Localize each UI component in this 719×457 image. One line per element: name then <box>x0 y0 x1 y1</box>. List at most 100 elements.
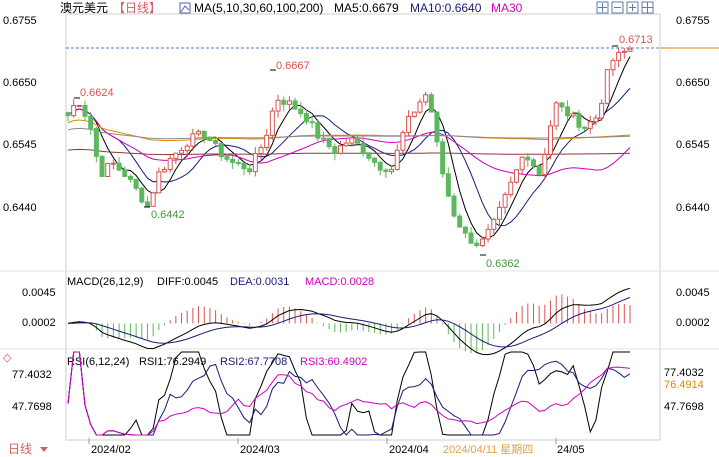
candle-body <box>621 50 627 53</box>
rsi3-value: RSI3:60.4902 <box>300 356 367 368</box>
candle <box>599 99 605 121</box>
candle-body <box>565 106 571 117</box>
candle <box>139 186 145 204</box>
macd-left-tick-1: 0.0002 <box>22 317 56 329</box>
candle <box>519 156 525 175</box>
candle-body <box>360 142 366 154</box>
candle <box>88 111 94 135</box>
x-label-2024-02: 2024/02 <box>91 444 131 456</box>
candle-body <box>309 121 315 124</box>
candle <box>548 120 554 160</box>
candle <box>360 136 366 157</box>
candle-body <box>423 94 429 103</box>
candle-body <box>616 51 622 62</box>
candle-body <box>167 158 173 171</box>
candle <box>230 155 236 169</box>
rsi1-value: RSI1:76.2949 <box>139 356 206 368</box>
toolbar <box>596 1 654 14</box>
grid-icon[interactable] <box>641 1 654 14</box>
macd-axis: 0.0045 0.0002 0.0045 0.0002 <box>22 287 710 329</box>
candle <box>479 236 485 248</box>
zoom-in-icon[interactable] <box>626 1 639 14</box>
candle <box>355 135 361 144</box>
macd-series <box>67 287 631 356</box>
candle <box>264 129 270 151</box>
candle <box>269 107 275 141</box>
candle-body <box>235 161 241 164</box>
candle <box>406 110 412 137</box>
zoom-out-icon[interactable] <box>611 1 624 14</box>
candle <box>241 162 247 176</box>
candle-body <box>508 181 514 196</box>
right-price-axis: 0.6755 0.6650 0.6545 0.6440 <box>676 15 710 214</box>
candle-body <box>599 102 605 119</box>
ma5-value: MA5:0.6679 <box>334 1 399 15</box>
candle-body <box>553 102 559 127</box>
candle <box>173 152 179 164</box>
candle <box>162 166 168 173</box>
candle-body <box>406 115 412 134</box>
candle <box>462 226 468 239</box>
candle-body <box>218 142 224 158</box>
candle <box>224 153 230 162</box>
x-label-2024-03: 2024/03 <box>240 444 280 456</box>
candle-body <box>337 145 343 154</box>
candle-body <box>116 162 122 171</box>
candle-body <box>491 218 497 230</box>
candle-body <box>383 169 389 173</box>
macd-dea-line <box>67 296 631 348</box>
candle-body <box>99 155 105 178</box>
candle-body <box>593 117 599 123</box>
candle-body <box>485 228 491 240</box>
candle-body <box>139 187 145 203</box>
ma100-line <box>67 127 631 140</box>
ma5-line <box>67 56 631 239</box>
left-price-axis: 0.6755 0.6650 0.6545 0.6440 <box>3 15 37 214</box>
candle <box>190 128 196 151</box>
candle <box>258 144 264 161</box>
ma200-line <box>67 148 631 156</box>
candle-body <box>122 169 128 177</box>
candle <box>366 152 372 161</box>
ma10-value: MA10:0.6640 <box>410 1 482 15</box>
candle <box>400 130 406 154</box>
period-dropdown-icon[interactable] <box>40 447 48 452</box>
candle-body <box>298 108 304 115</box>
rsi-series <box>67 351 631 436</box>
candle <box>417 98 423 114</box>
crosshair-icon[interactable] <box>596 1 609 14</box>
candle <box>616 47 622 68</box>
ma60-line <box>67 119 631 142</box>
candle-body <box>156 171 162 194</box>
period-tab[interactable]: 日线 <box>8 442 32 456</box>
rsi-settings-icon[interactable]: ◇ <box>3 352 12 364</box>
candle-body <box>286 100 292 105</box>
candle <box>565 100 571 121</box>
period-label[interactable]: 【日线】 <box>113 1 161 15</box>
candle-body <box>241 162 247 170</box>
candle <box>286 96 292 111</box>
macd-value: MACD:0.0028 <box>305 276 374 288</box>
candle-body <box>417 101 423 113</box>
candle <box>445 167 451 197</box>
candle-body <box>93 127 99 157</box>
ma-settings-icon[interactable] <box>179 2 191 14</box>
candle <box>502 191 508 215</box>
candle-body <box>400 132 406 151</box>
candle <box>116 157 122 172</box>
candle-body <box>179 150 185 154</box>
candle <box>144 196 150 208</box>
candle <box>320 131 326 144</box>
candle-body <box>428 94 434 113</box>
candle <box>542 147 548 180</box>
candle-body <box>530 159 536 167</box>
candle-body <box>207 136 213 141</box>
left-tick-2: 0.6545 <box>3 139 37 151</box>
rsi3-line <box>67 351 631 436</box>
candle <box>179 147 185 159</box>
candle <box>252 147 258 177</box>
candle-body <box>587 121 593 129</box>
candle <box>156 167 162 194</box>
candle-body <box>105 162 111 178</box>
